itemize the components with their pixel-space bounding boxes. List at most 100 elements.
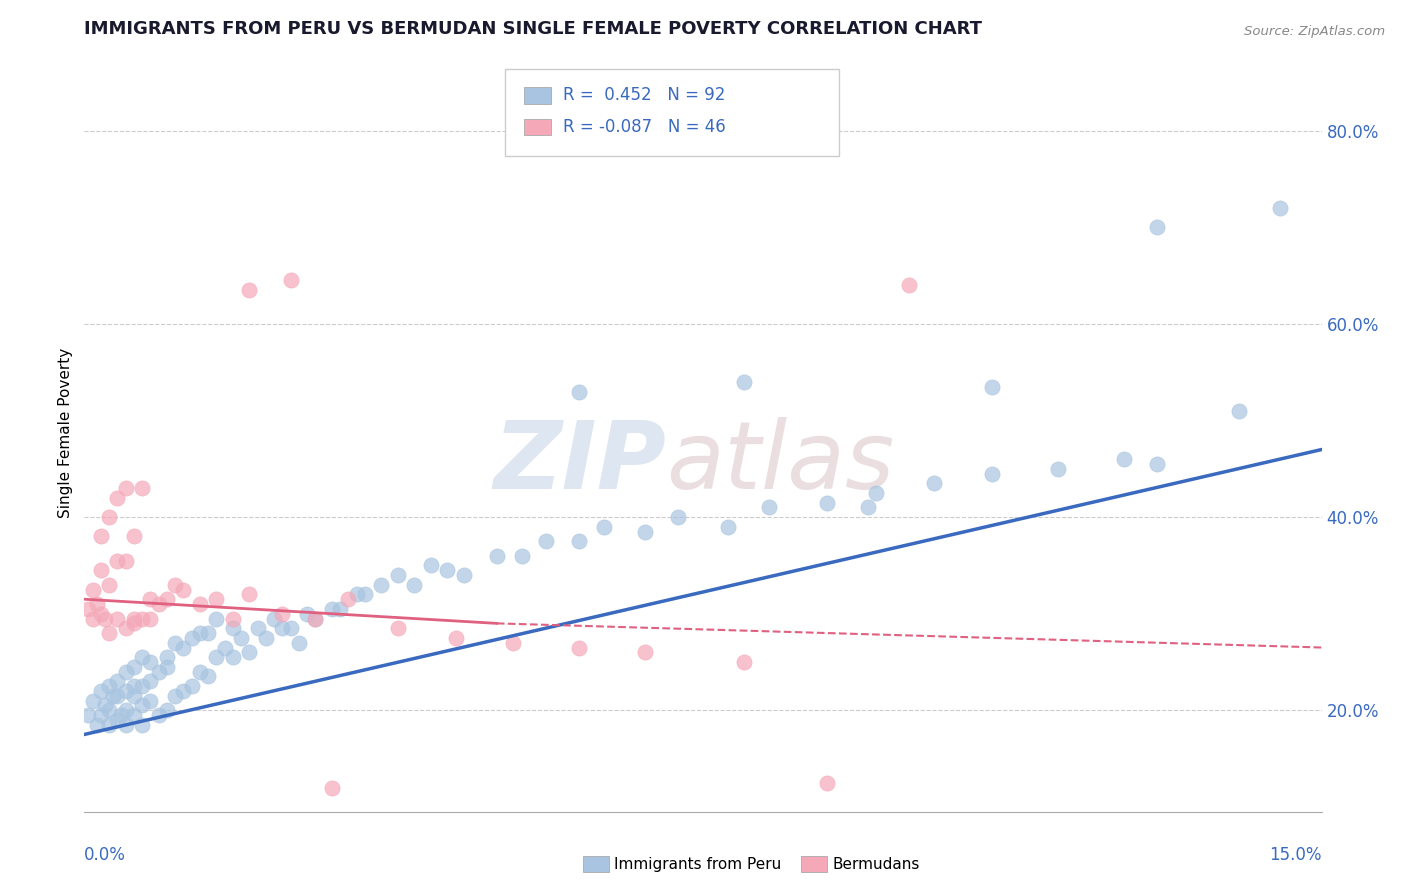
- Point: [139, 592, 162, 607]
- Point: [205, 650, 228, 665]
- Point: [156, 650, 179, 665]
- Point: [205, 611, 228, 625]
- Point: [105, 689, 128, 703]
- Point: [197, 626, 219, 640]
- Point: [114, 665, 136, 679]
- Point: [295, 607, 318, 621]
- Point: [122, 529, 145, 543]
- Point: [90, 684, 112, 698]
- Point: [114, 621, 136, 635]
- Point: [98, 626, 121, 640]
- Point: [114, 553, 136, 567]
- Point: [666, 510, 689, 524]
- Point: [90, 607, 112, 621]
- Point: [77, 708, 100, 723]
- Point: [180, 631, 202, 645]
- Point: [568, 534, 591, 549]
- Point: [865, 486, 887, 500]
- Point: [103, 689, 125, 703]
- Point: [165, 689, 187, 703]
- Point: [304, 611, 326, 625]
- Point: [980, 467, 1002, 481]
- Point: [733, 375, 755, 389]
- Point: [214, 640, 236, 655]
- Point: [156, 592, 179, 607]
- Point: [634, 645, 657, 659]
- Point: [717, 520, 740, 534]
- Point: [98, 578, 121, 592]
- Point: [188, 597, 211, 611]
- Point: [131, 611, 153, 625]
- Point: [105, 491, 128, 505]
- FancyBboxPatch shape: [505, 69, 839, 156]
- Point: [229, 631, 252, 645]
- Point: [122, 689, 145, 703]
- Point: [980, 380, 1002, 394]
- Point: [337, 592, 360, 607]
- Point: [321, 602, 343, 616]
- Point: [304, 611, 326, 625]
- Point: [165, 636, 187, 650]
- Point: [122, 708, 145, 723]
- Point: [148, 597, 170, 611]
- Point: [105, 713, 128, 727]
- Point: [82, 693, 104, 707]
- Point: [122, 611, 145, 625]
- Point: [148, 665, 170, 679]
- Point: [353, 587, 375, 601]
- Point: [1270, 201, 1292, 215]
- FancyBboxPatch shape: [523, 119, 551, 136]
- Text: atlas: atlas: [666, 417, 894, 508]
- Point: [387, 621, 409, 635]
- Text: Source: ZipAtlas.com: Source: ZipAtlas.com: [1244, 25, 1385, 38]
- Point: [238, 587, 260, 601]
- Point: [114, 481, 136, 495]
- Point: [1046, 462, 1069, 476]
- Text: R = -0.087   N = 46: R = -0.087 N = 46: [564, 118, 725, 136]
- Point: [922, 476, 945, 491]
- Point: [898, 278, 921, 293]
- Point: [593, 520, 616, 534]
- Point: [131, 679, 153, 693]
- Point: [370, 578, 392, 592]
- Point: [419, 558, 441, 573]
- Point: [1146, 220, 1168, 235]
- Point: [346, 587, 368, 601]
- Point: [485, 549, 508, 563]
- Point: [568, 384, 591, 399]
- Point: [98, 679, 121, 693]
- Point: [94, 698, 117, 713]
- Point: [156, 703, 179, 717]
- Y-axis label: Single Female Poverty: Single Female Poverty: [58, 348, 73, 517]
- Point: [98, 703, 121, 717]
- Point: [82, 582, 104, 597]
- Point: [453, 568, 475, 582]
- Point: [131, 718, 153, 732]
- Point: [172, 582, 194, 597]
- Point: [271, 621, 294, 635]
- Point: [139, 611, 162, 625]
- Text: Bermudans: Bermudans: [832, 857, 920, 871]
- Point: [197, 669, 219, 683]
- Point: [254, 631, 277, 645]
- Point: [172, 640, 194, 655]
- Point: [114, 684, 136, 698]
- Point: [131, 650, 153, 665]
- Text: R =  0.452   N = 92: R = 0.452 N = 92: [564, 87, 725, 104]
- Point: [387, 568, 409, 582]
- Point: [288, 636, 311, 650]
- Point: [139, 693, 162, 707]
- Point: [1112, 452, 1135, 467]
- Point: [122, 660, 145, 674]
- Point: [1227, 404, 1250, 418]
- Point: [238, 645, 260, 659]
- Point: [131, 698, 153, 713]
- Point: [105, 674, 128, 689]
- Text: ZIP: ZIP: [494, 417, 666, 509]
- Point: [105, 553, 128, 567]
- Text: 0.0%: 0.0%: [84, 846, 127, 863]
- Point: [733, 655, 755, 669]
- Point: [271, 607, 294, 621]
- Point: [404, 578, 426, 592]
- Point: [436, 563, 458, 577]
